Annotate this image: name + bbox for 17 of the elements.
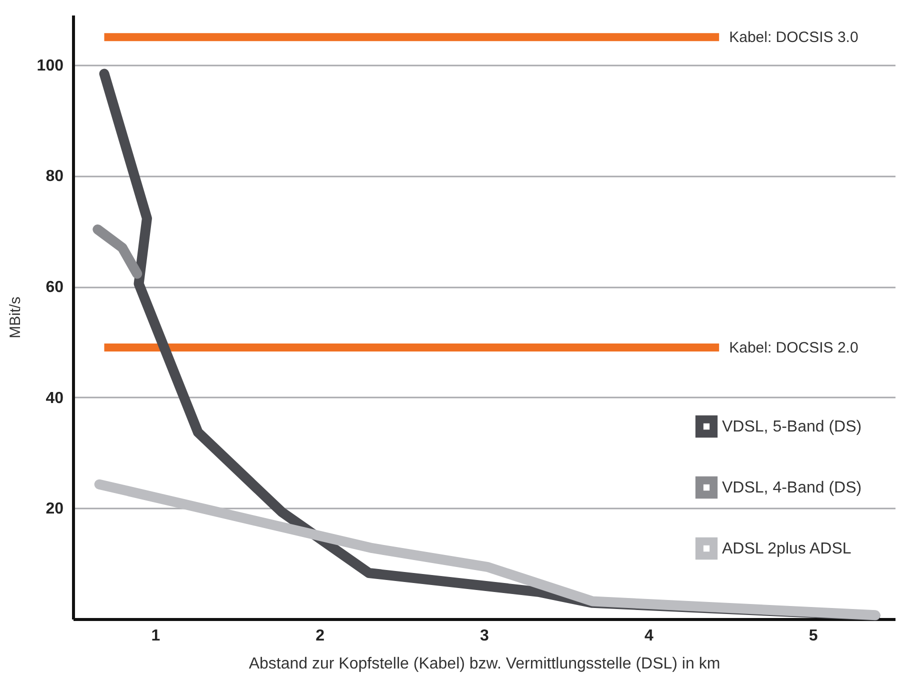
x-tick-label: 4 [644,628,654,644]
y-tick-label: 60 [46,279,64,296]
y-tick-label: 80 [46,168,64,186]
legend-label: ADSL 2plus ADSL [722,540,852,558]
y-tick-label: 20 [46,500,64,518]
x-tick-label: 5 [808,628,818,644]
y-tick-label: 100 [36,57,64,74]
series-label: Kabel: DOCSIS 3.0 [729,29,858,46]
x-tick-label: 2 [316,628,325,644]
x-tick-label: 1 [151,628,160,644]
series-label: Kabel: DOCSIS 2.0 [729,339,858,356]
legend-label: VDSL, 4-Band (DS) [722,480,862,496]
x-axis-title: Abstand zur Kopfstelle (Kabel) bzw. Vermittlungsstelle (DSL) in km [248,656,720,672]
y-tick-label: 40 [46,390,64,407]
y-axis-title: MBit/s [6,296,24,338]
x-tick-label: 3 [480,628,490,644]
legend-label: VDSL, 5-Band (DS) [722,418,862,436]
